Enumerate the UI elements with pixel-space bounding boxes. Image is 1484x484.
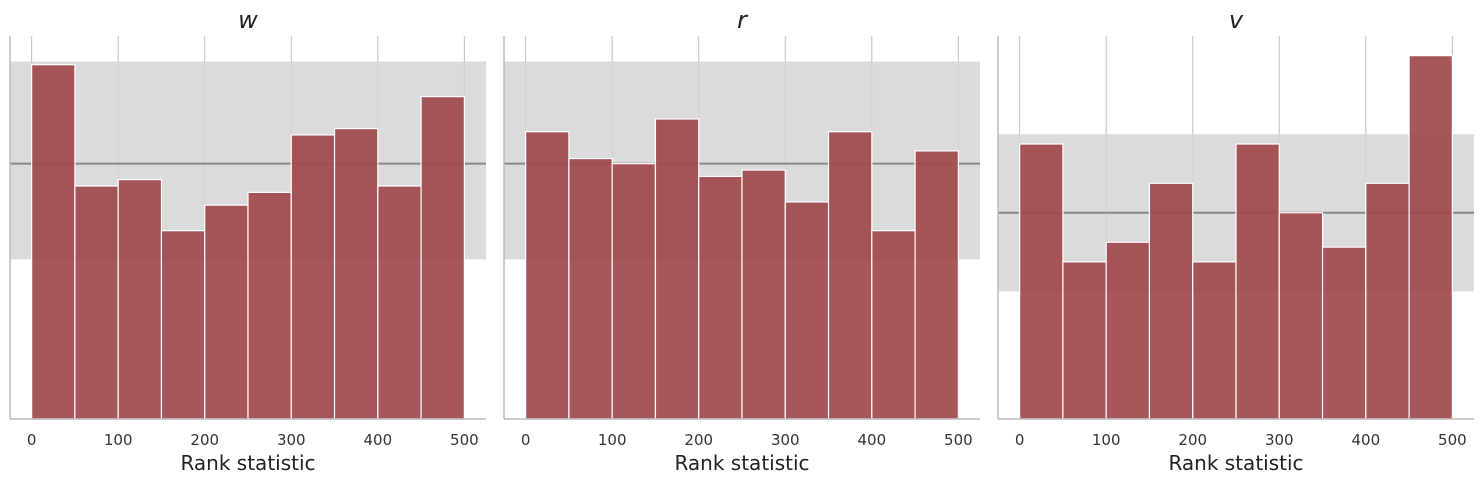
histogram-panel-w: 0 100 200 300 400 500 w Rank statistic: [9, 6, 486, 475]
histogram-bar: [160, 230, 206, 420]
histogram-bar: [333, 127, 379, 420]
histogram-panel-r: 0 100 200 300 400 500 r Rank statistic: [503, 6, 980, 475]
x-tick-label: 0: [27, 431, 37, 449]
x-tick-label: 500: [450, 431, 479, 449]
x-tick-label: 200: [684, 431, 713, 449]
histogram-bar: [827, 131, 873, 420]
histogram-bar: [611, 163, 657, 420]
histogram-bar: [290, 134, 336, 420]
panel-title: w: [238, 6, 258, 34]
histogram-bar: [74, 185, 119, 420]
x-tick-label: 200: [1178, 431, 1207, 449]
x-tick-label: 300: [771, 431, 800, 449]
panel-title: r: [737, 6, 749, 34]
histogram-bar: [1408, 55, 1453, 420]
histogram-bar: [698, 175, 743, 420]
histogram-bar: [420, 96, 465, 420]
x-tick-label: 300: [1265, 431, 1294, 449]
x-tick-label: 100: [104, 431, 133, 449]
histogram-bar: [871, 230, 916, 420]
x-tick-label: 500: [1438, 431, 1467, 449]
x-tick-label: 0: [521, 431, 531, 449]
histogram-bar: [1365, 182, 1410, 420]
x-axis-label: Rank statistic: [1168, 451, 1303, 475]
histogram-bar: [741, 169, 786, 420]
x-tick-label: 200: [190, 431, 219, 449]
x-axis-label: Rank statistic: [180, 451, 315, 475]
histogram-bar: [654, 118, 700, 420]
histogram-bar: [31, 64, 76, 420]
histogram-bar: [117, 179, 163, 420]
x-axis-label: Rank statistic: [674, 451, 809, 475]
x-tick-label: 400: [857, 431, 886, 449]
histogram-bar: [1148, 182, 1194, 420]
x-tick-label: 400: [1351, 431, 1380, 449]
histogram-bar: [377, 185, 422, 420]
histogram-panel-v: 0 100 200 300 400 500 v Rank statistic: [997, 6, 1474, 475]
histogram-bar: [1062, 261, 1107, 420]
histogram-bar: [247, 191, 292, 420]
x-tick-label: 0: [1015, 431, 1025, 449]
x-tick-label: 100: [1092, 431, 1121, 449]
histogram-bar: [784, 201, 830, 420]
histogram-bar: [1105, 241, 1151, 420]
histogram-bar: [525, 131, 570, 420]
histogram-bar: [1278, 212, 1324, 420]
histogram-bar: [1235, 143, 1280, 420]
x-tick-label: 400: [363, 431, 392, 449]
x-tick-label: 100: [598, 431, 627, 449]
histogram-bar: [914, 150, 959, 420]
histogram-bar: [204, 204, 249, 420]
histogram-bar: [1019, 143, 1064, 420]
x-tick-label: 500: [944, 431, 973, 449]
histogram-bar: [568, 157, 613, 420]
x-tick-label: 300: [277, 431, 306, 449]
histogram-bar: [1321, 246, 1367, 420]
panel-title: v: [1229, 6, 1244, 34]
histogram-bar: [1192, 261, 1237, 420]
